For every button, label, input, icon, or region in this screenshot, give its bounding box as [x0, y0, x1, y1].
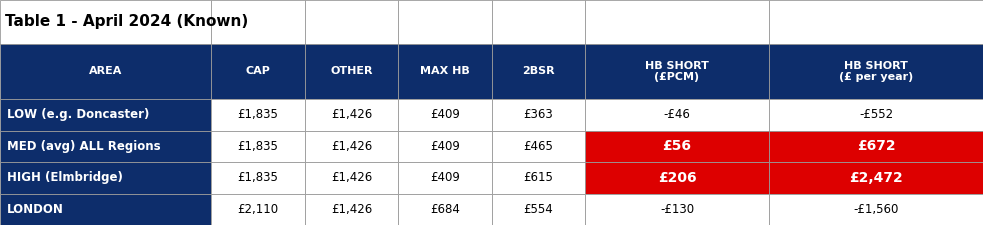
Bar — [305, 0, 398, 44]
Text: MED (avg) ALL Regions: MED (avg) ALL Regions — [7, 140, 160, 153]
Bar — [305, 130, 398, 162]
Text: £1,426: £1,426 — [331, 203, 372, 216]
Text: LOW (e.g. Doncaster): LOW (e.g. Doncaster) — [7, 108, 149, 121]
Text: -£130: -£130 — [660, 203, 694, 216]
Text: £56: £56 — [663, 139, 692, 153]
Bar — [305, 194, 398, 225]
Bar — [585, 130, 769, 162]
Text: £615: £615 — [523, 171, 553, 184]
Text: £1,835: £1,835 — [238, 171, 278, 184]
Bar — [305, 99, 398, 130]
Text: £409: £409 — [430, 108, 460, 121]
Bar — [305, 162, 398, 194]
Bar — [398, 194, 492, 225]
Bar — [492, 44, 585, 99]
Text: £363: £363 — [523, 108, 553, 121]
Bar — [492, 162, 585, 194]
Bar — [769, 162, 983, 194]
Text: £1,835: £1,835 — [238, 140, 278, 153]
Bar — [769, 44, 983, 99]
Text: OTHER: OTHER — [330, 66, 373, 77]
Text: AREA: AREA — [89, 66, 122, 77]
Text: -£1,560: -£1,560 — [853, 203, 898, 216]
Bar — [0, 162, 211, 194]
Text: £2,110: £2,110 — [238, 203, 278, 216]
Bar — [585, 162, 769, 194]
Bar — [211, 44, 305, 99]
Text: £409: £409 — [430, 140, 460, 153]
Bar — [492, 0, 585, 44]
Bar — [398, 130, 492, 162]
Bar — [398, 0, 492, 44]
Bar — [769, 130, 983, 162]
Bar — [769, 194, 983, 225]
Bar — [492, 99, 585, 130]
Bar — [492, 130, 585, 162]
Bar — [769, 0, 983, 44]
Bar — [305, 44, 398, 99]
Bar — [211, 130, 305, 162]
Bar — [398, 44, 492, 99]
Text: HB SHORT
(£PCM): HB SHORT (£PCM) — [645, 61, 709, 82]
Bar — [211, 0, 305, 44]
Text: Table 1 - April 2024 (Known): Table 1 - April 2024 (Known) — [5, 14, 248, 29]
Text: CAP: CAP — [246, 66, 270, 77]
Text: -£46: -£46 — [664, 108, 690, 121]
Text: £1,426: £1,426 — [331, 108, 372, 121]
Text: £684: £684 — [430, 203, 460, 216]
Bar — [585, 0, 769, 44]
Text: £1,835: £1,835 — [238, 108, 278, 121]
Text: LONDON: LONDON — [7, 203, 64, 216]
Text: £206: £206 — [658, 171, 696, 185]
Text: HB SHORT
(£ per year): HB SHORT (£ per year) — [838, 61, 913, 82]
Text: MAX HB: MAX HB — [420, 66, 470, 77]
Text: £672: £672 — [857, 139, 896, 153]
Bar — [0, 99, 211, 130]
Bar — [0, 130, 211, 162]
Text: HIGH (Elmbridge): HIGH (Elmbridge) — [7, 171, 123, 184]
Bar — [492, 194, 585, 225]
Text: £409: £409 — [430, 171, 460, 184]
Bar — [585, 99, 769, 130]
Bar — [398, 99, 492, 130]
Bar — [211, 194, 305, 225]
Text: £1,426: £1,426 — [331, 140, 372, 153]
Bar — [211, 99, 305, 130]
Text: £1,426: £1,426 — [331, 171, 372, 184]
Bar — [0, 194, 211, 225]
Bar — [585, 44, 769, 99]
Text: 2BSR: 2BSR — [522, 66, 554, 77]
Text: £554: £554 — [523, 203, 553, 216]
Bar — [398, 162, 492, 194]
Bar — [0, 44, 211, 99]
Text: £465: £465 — [523, 140, 553, 153]
Text: -£552: -£552 — [859, 108, 894, 121]
Text: £2,472: £2,472 — [849, 171, 903, 185]
Bar — [0, 0, 211, 44]
Bar — [585, 194, 769, 225]
Bar — [211, 162, 305, 194]
Bar — [769, 99, 983, 130]
